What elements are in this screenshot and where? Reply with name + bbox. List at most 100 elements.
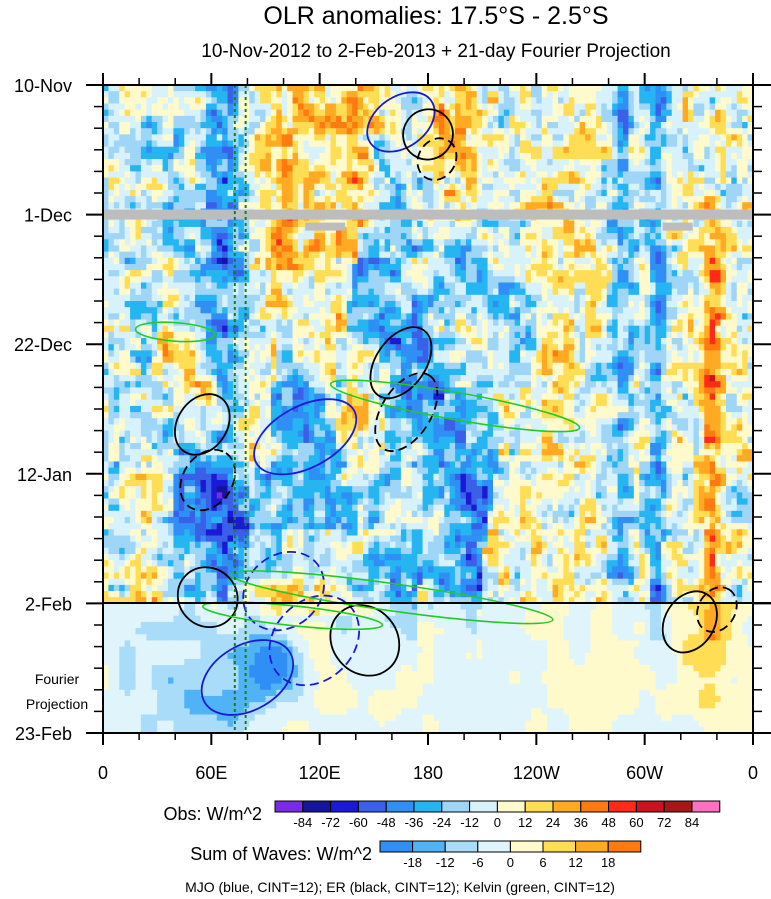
heatmap-cell <box>373 103 380 111</box>
heatmap-cell <box>590 226 597 234</box>
heatmap-cell <box>514 183 521 191</box>
heatmap-cell <box>525 128 532 135</box>
heatmap-cell <box>135 226 142 234</box>
heatmap-cell <box>417 270 424 277</box>
heatmap-cell <box>725 294 732 302</box>
heatmap-cell <box>514 115 521 123</box>
heatmap-cell <box>503 115 510 123</box>
heatmap-cell <box>325 171 332 179</box>
heatmap-cell <box>715 85 722 92</box>
heatmap-cell <box>449 325 456 333</box>
heatmap-cell <box>660 307 667 314</box>
heatmap-cell <box>487 226 494 234</box>
heatmap-cell <box>135 196 142 203</box>
heatmap-cell <box>270 159 277 166</box>
heatmap-cell <box>390 294 397 302</box>
heatmap-cell <box>184 245 191 253</box>
heatmap-cell <box>601 331 608 339</box>
heatmap-cell <box>227 233 234 240</box>
heatmap-cell <box>238 226 245 234</box>
heatmap-cell <box>482 171 489 179</box>
heatmap-cell <box>227 103 234 111</box>
heatmap-cell <box>715 239 722 247</box>
heatmap-cell <box>547 128 554 135</box>
heatmap-cell <box>747 307 753 314</box>
heatmap-cell <box>390 165 397 172</box>
heatmap-cell <box>254 338 261 345</box>
heatmap-cell <box>200 97 207 105</box>
heatmap-cell <box>595 239 602 247</box>
heatmap-cell <box>747 319 753 327</box>
heatmap-cell <box>482 288 489 296</box>
heatmap-cell <box>363 146 370 154</box>
heatmap-cell <box>698 257 705 265</box>
heatmap-cell <box>162 122 169 129</box>
heatmap-cell <box>438 196 445 203</box>
heatmap-cell <box>438 270 445 277</box>
heatmap-cell <box>704 134 711 142</box>
heatmap-cell <box>400 189 407 197</box>
heatmap-cell <box>287 85 294 92</box>
heatmap-cell <box>444 171 451 179</box>
heatmap-cell <box>400 183 407 191</box>
heatmap-cell <box>633 233 640 240</box>
heatmap-cell <box>590 251 597 259</box>
heatmap-cell <box>287 263 294 271</box>
heatmap-cell <box>709 122 716 129</box>
heatmap-cell <box>222 257 229 265</box>
heatmap-cell <box>471 159 478 166</box>
heatmap-cell <box>205 220 212 228</box>
heatmap-cell <box>151 245 158 253</box>
heatmap-cell <box>308 85 315 92</box>
heatmap-cell <box>346 239 353 247</box>
heatmap-cell <box>243 251 250 259</box>
heatmap-cell <box>493 85 500 92</box>
heatmap-cell <box>222 140 229 148</box>
heatmap-cell <box>487 189 494 197</box>
heatmap-cell <box>276 140 283 148</box>
heatmap-cell <box>633 189 640 197</box>
heatmap-cell <box>319 307 326 314</box>
heatmap-cell <box>135 220 142 228</box>
heatmap-cell <box>482 313 489 321</box>
heatmap-cell <box>189 85 196 92</box>
heatmap-cell <box>742 226 749 234</box>
heatmap-cell <box>308 134 315 142</box>
heatmap-cell <box>612 220 619 228</box>
heatmap-cell <box>590 128 597 135</box>
heatmap-cell <box>265 325 272 333</box>
heatmap-cell <box>558 307 565 314</box>
heatmap-cell <box>633 85 640 92</box>
heatmap-cell <box>688 171 695 179</box>
heatmap-cell <box>325 128 332 135</box>
heatmap-cell <box>308 276 315 284</box>
heatmap-cell <box>688 325 695 333</box>
heatmap-cell <box>720 134 727 142</box>
heatmap-cell <box>590 165 597 172</box>
heatmap-cell <box>639 189 646 197</box>
heatmap-cell <box>428 220 435 228</box>
heatmap-cell <box>157 301 164 308</box>
heatmap-cell <box>633 263 640 271</box>
heatmap-cell <box>493 325 500 333</box>
heatmap-cell <box>395 152 402 160</box>
heatmap-cell <box>276 301 283 308</box>
heatmap-cell <box>168 171 175 179</box>
heatmap-cell <box>395 331 402 339</box>
heatmap-cell <box>368 202 375 210</box>
heatmap-cell <box>498 159 505 166</box>
heatmap-cell <box>698 202 705 210</box>
heatmap-cell <box>547 202 554 210</box>
heatmap-cell <box>113 220 120 228</box>
heatmap-cell <box>438 325 445 333</box>
heatmap-cell <box>541 233 548 240</box>
heatmap-cell <box>655 301 662 308</box>
heatmap-cell <box>417 233 424 240</box>
heatmap-cell <box>514 146 521 154</box>
heatmap-cell <box>205 165 212 172</box>
heatmap-cell <box>124 159 131 166</box>
heatmap-cell <box>704 301 711 308</box>
heatmap-cell <box>135 233 142 240</box>
heatmap-cell <box>552 122 559 129</box>
heatmap-cell <box>552 183 559 191</box>
